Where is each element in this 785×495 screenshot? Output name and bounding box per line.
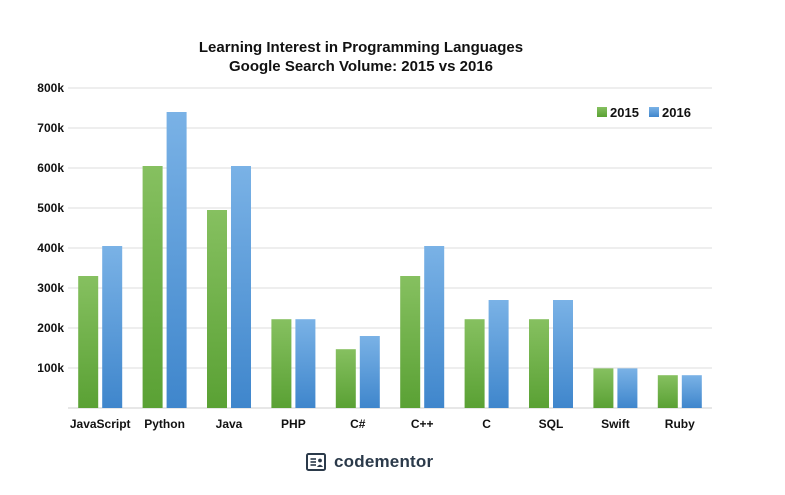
y-tick-label: 500k (37, 201, 64, 215)
bar-2015-sql (529, 319, 549, 408)
y-tick-label: 100k (37, 361, 64, 375)
bar-2016-c (488, 300, 509, 408)
bar-2015-swift (593, 368, 614, 408)
x-tick-label: C (482, 417, 491, 431)
bar-2015-javascript (78, 276, 99, 408)
bar-2015-php (271, 319, 292, 408)
x-axis-ticks: JavaScript Python Java PHP C# C++ C SQL Swift Rub… (70, 417, 695, 431)
bar-2016-sql (553, 300, 573, 408)
x-tick-label: C++ (411, 417, 434, 431)
bar-2015-c- (335, 349, 356, 408)
bar-2015-java (207, 210, 227, 408)
legend-swatch-2016 (649, 107, 659, 117)
bar-2016-c- (359, 336, 380, 408)
chart-title: Learning Interest in Programming Languag… (199, 39, 523, 56)
bar-2015-c (464, 319, 485, 408)
bar-2016-c- (424, 246, 445, 408)
x-tick-label: JavaScript (70, 417, 131, 431)
y-tick-label: 300k (37, 281, 64, 295)
bar-2016-python (166, 112, 187, 408)
bar-2016-php (295, 319, 316, 408)
bar-2016-swift (617, 368, 638, 408)
x-tick-label: Swift (601, 417, 630, 431)
bar-2015-ruby (657, 375, 678, 408)
brand-name: codementor (334, 452, 434, 471)
legend: 2015 2016 (597, 105, 691, 120)
x-tick-label: Python (144, 417, 185, 431)
y-tick-label: 600k (37, 161, 64, 175)
bar-2015-python (142, 166, 163, 408)
legend-swatch-2015 (597, 107, 607, 117)
x-tick-label: SQL (539, 417, 564, 431)
x-tick-label: Ruby (665, 417, 695, 431)
legend-label-2015: 2015 (610, 105, 639, 120)
x-tick-label: PHP (281, 417, 306, 431)
bar-2016-ruby (681, 375, 702, 408)
chart-subtitle: Google Search Volume: 2015 vs 2016 (229, 58, 493, 75)
bars (78, 112, 702, 408)
y-tick-label: 700k (37, 121, 64, 135)
y-tick-label: 800k (37, 81, 64, 95)
legend-label-2016: 2016 (662, 105, 691, 120)
bar-2015-c- (400, 276, 421, 408)
x-tick-label: Java (216, 417, 243, 431)
codementor-logo-icon (306, 453, 326, 471)
y-axis-ticks: 100k 200k 300k 400k 500k 600k 700k 800k (37, 81, 64, 375)
bar-2016-java (231, 166, 251, 408)
codementor-brand: codementor (306, 452, 433, 472)
y-tick-label: 400k (37, 241, 64, 255)
x-tick-label: C# (350, 417, 366, 431)
y-tick-label: 200k (37, 321, 64, 335)
gridlines (68, 87, 712, 409)
bar-2016-javascript (102, 246, 123, 408)
